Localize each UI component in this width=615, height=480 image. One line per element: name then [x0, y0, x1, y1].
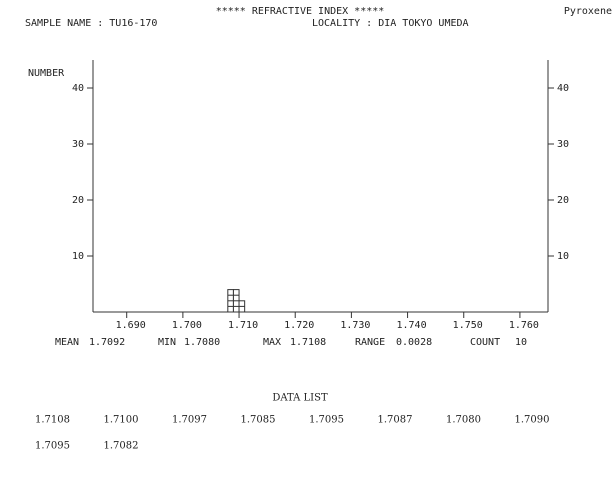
data-list-value: 1.7090: [515, 415, 550, 426]
stat-label: MEAN: [55, 337, 79, 348]
data-list-value: 1.7080: [446, 415, 481, 426]
y2-tick-label: 10: [557, 251, 569, 262]
stat-label: COUNT: [470, 337, 500, 348]
x-tick-label: 1.700: [172, 320, 202, 331]
data-list-value: 1.7095: [309, 415, 344, 426]
data-list-title: DATA LIST: [272, 393, 328, 404]
y2-tick-label: 20: [557, 195, 569, 206]
stat-label: RANGE: [355, 337, 385, 348]
x-tick-label: 1.750: [453, 320, 483, 331]
data-list-value: 1.7100: [104, 415, 139, 426]
data-list-value: 1.7085: [241, 415, 276, 426]
sample-name: SAMPLE NAME : TU16-170: [25, 18, 157, 29]
y-tick-label: 10: [72, 251, 84, 262]
x-tick-label: 1.760: [509, 320, 539, 331]
y-tick-label: 30: [72, 139, 84, 150]
x-tick-label: 1.720: [284, 320, 314, 331]
y-axis-label: NUMBER: [28, 68, 65, 79]
stat-label: MIN: [158, 337, 176, 348]
y-tick-label: 20: [72, 195, 84, 206]
chart-title: ***** REFRACTIVE INDEX *****: [216, 6, 385, 17]
data-list-value: 1.7097: [172, 415, 207, 426]
y2-tick-label: 30: [557, 139, 569, 150]
data-list-value: 1.7082: [104, 441, 139, 452]
stat-value: 1.7092: [89, 337, 125, 348]
locality: LOCALITY : DIA TOKYO UMEDA: [312, 18, 469, 29]
stat-value: 10: [515, 337, 527, 348]
x-tick-label: 1.730: [340, 320, 370, 331]
x-tick-label: 1.740: [397, 320, 427, 331]
y-tick-label: 40: [72, 83, 84, 94]
corner-label: Pyroxene: [564, 6, 612, 17]
data-list-value: 1.7087: [378, 415, 413, 426]
data-list-value: 1.7108: [35, 415, 70, 426]
stat-value: 1.7080: [184, 337, 220, 348]
x-tick-label: 1.690: [116, 320, 146, 331]
data-list-value: 1.7095: [35, 441, 70, 452]
stat-value: 0.0028: [396, 337, 432, 348]
stat-value: 1.7108: [290, 337, 326, 348]
stat-label: MAX: [263, 337, 281, 348]
x-tick-label: 1.710: [228, 320, 258, 331]
y2-tick-label: 40: [557, 83, 569, 94]
